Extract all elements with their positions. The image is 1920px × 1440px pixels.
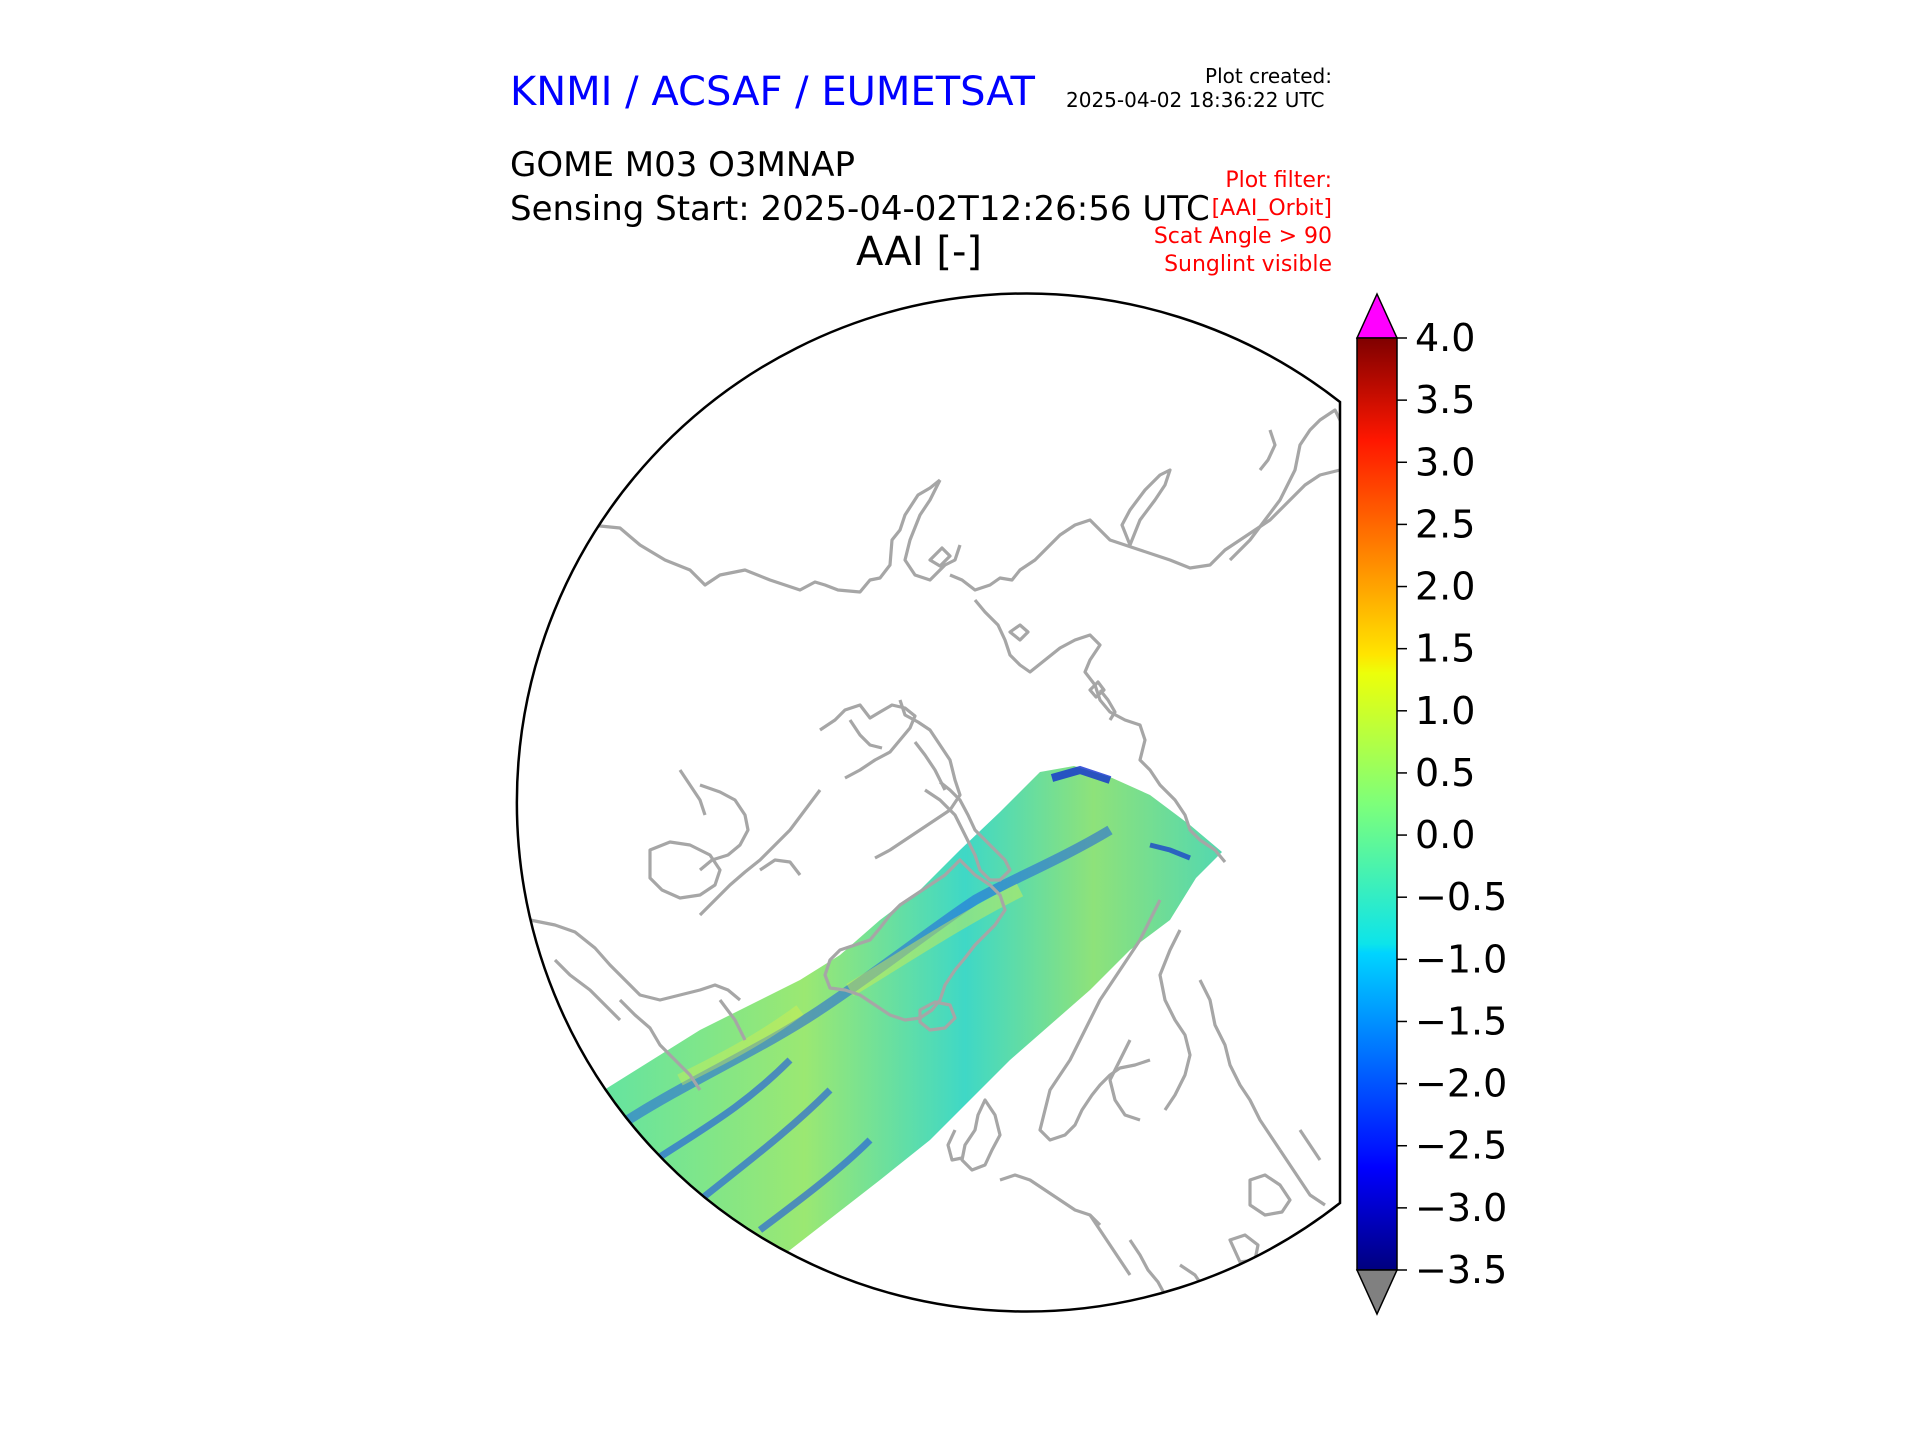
plot-filter-line: Sunglint visible [1164,252,1332,277]
colorbar-tick-label: −1.0 [1415,937,1507,981]
variable-title: AAI [-] [856,229,982,275]
colorbar-tick-label: −3.5 [1415,1248,1507,1292]
sensing-start: Sensing Start: 2025-04-02T12:26:56 UTC [510,189,1210,229]
colorbar-tick-label: −1.5 [1415,999,1507,1043]
colorbar-tick-label: 1.5 [1415,627,1475,671]
colorbar-tick-label: 0.5 [1415,751,1475,795]
plot-filter-line: [AAI_Orbit] [1211,196,1332,221]
satellite-swath [580,765,1222,1280]
colorbar-tick-label: 2.0 [1415,565,1475,609]
plot-created-label: Plot created: [1205,64,1332,88]
colorbar-tick-label: 2.5 [1415,502,1475,546]
colorbar-over-extend [1355,292,1399,339]
plot-created-time: 2025-04-02 18:36:22 UTC [1066,88,1325,112]
colorbar-under-extend [1355,1269,1399,1316]
plot-filter-line: Scat Angle > 90 [1153,224,1332,249]
colorbar-tick-label: −2.0 [1415,1062,1507,1106]
colorbar-tick-label: 1.0 [1415,689,1475,733]
map-area [516,408,1340,1296]
organization-title: KNMI / ACSAF / EUMETSAT [510,69,1035,115]
colorbar-gradient [1356,337,1398,1271]
colorbar: 4.0 3.5 3.0 2.5 2.0 1.5 1.0 0.5 0.0 −0.5 −1.0 −1.5 −… [1355,292,1507,1316]
colorbar-tick-label: −0.5 [1415,875,1507,919]
colorbar-tick-label: 3.0 [1415,440,1475,484]
product-title: GOME M03 O3MNAP [510,145,856,185]
coastlines [516,408,1340,1296]
map-boundary [515,292,1342,1313]
colorbar-tick-label: 3.5 [1415,378,1475,422]
colorbar-tick-label: −3.0 [1415,1186,1507,1230]
colorbar-tick-label: 4.0 [1415,316,1475,360]
colorbar-ticks: 4.0 3.5 3.0 2.5 2.0 1.5 1.0 0.5 0.0 −0.5 −1.0 −1.5 −… [1397,316,1507,1292]
colorbar-tick-label: −2.5 [1415,1124,1507,1168]
plot-filter-line: Plot filter: [1225,168,1332,193]
colorbar-tick-label: 0.0 [1415,813,1475,857]
